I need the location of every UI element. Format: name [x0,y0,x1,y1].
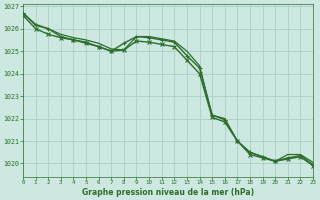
X-axis label: Graphe pression niveau de la mer (hPa): Graphe pression niveau de la mer (hPa) [82,188,254,197]
